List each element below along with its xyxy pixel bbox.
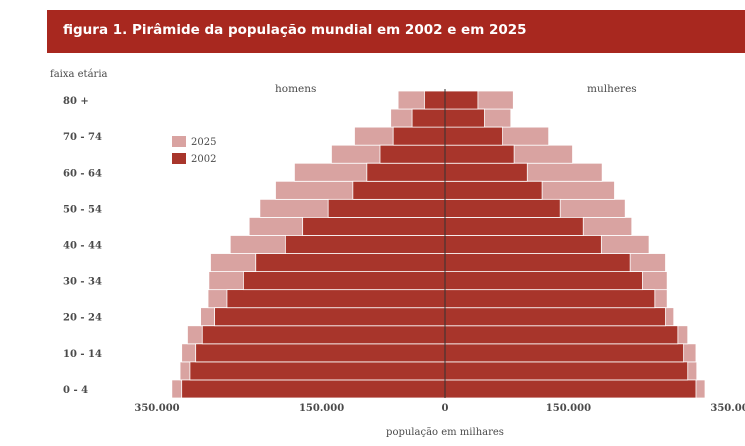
legend-swatch-2002 (172, 153, 186, 164)
bar-women-2002 (444, 271, 643, 291)
x-tick-label: 350.000 (710, 403, 745, 414)
bar-men-2002 (366, 162, 446, 182)
bar-women-2002 (444, 198, 561, 218)
age-tick-label: 40 - 44 (63, 241, 102, 252)
bar-women-2002 (444, 235, 602, 254)
age-tick-label: 10 - 14 (63, 349, 102, 360)
age-tick-label: 30 - 34 (63, 277, 102, 288)
y-axis-title: faixa etária (50, 69, 108, 80)
bar-men-2002 (214, 307, 446, 327)
bar-men-2002 (352, 180, 446, 200)
bar-men-2002 (302, 217, 446, 236)
bar-men-2002 (255, 253, 446, 272)
bar-women-2002 (444, 253, 631, 272)
age-tick-label: 60 - 64 (63, 168, 102, 179)
bar-men-2002 (379, 144, 446, 164)
bar-women-2002 (444, 343, 685, 363)
bar-women-2002 (444, 162, 528, 182)
bar-women-2002 (444, 180, 543, 200)
bar-men-2002 (195, 343, 446, 363)
legend-label-2025: 2025 (191, 137, 216, 148)
bar-men-2002 (284, 235, 446, 254)
legend-swatch-2025 (172, 136, 186, 147)
bar-men-2002 (242, 271, 446, 291)
x-tick-label: 0 (442, 403, 449, 414)
figure-title: figura 1. Pirâmide da população mundial … (63, 22, 527, 38)
age-tick-label: 20 - 24 (63, 313, 102, 324)
bar-women-2002 (444, 307, 666, 327)
population-pyramid-chart: 80 + 70 - 74 60 - 64 50 - 54 40 - 44 30 - 34 2… (50, 69, 745, 438)
x-tick-label: 150.000 (299, 403, 344, 414)
bar-women-2002 (444, 217, 584, 236)
bar-men-2002 (201, 325, 446, 345)
bar-men-2002 (226, 289, 446, 309)
age-tick-label: 80 + (63, 96, 89, 107)
women-label: mulheres (587, 83, 637, 95)
bar-women-2002 (444, 325, 679, 345)
bar-women-2002 (444, 144, 515, 164)
bar-women-2002 (444, 90, 479, 110)
bar-women-2002 (444, 126, 503, 146)
bar-men-2002 (189, 361, 446, 381)
x-tick-label: 150.000 (546, 403, 591, 414)
bar-men-2002 (424, 90, 446, 110)
x-axis-title: população em milhares (386, 427, 504, 438)
figure: figura 1. Pirâmide da população mundial … (47, 10, 745, 446)
x-tick-label: 350.000 (134, 403, 179, 414)
men-label: homens (275, 83, 316, 95)
age-tick-label: 0 - 4 (63, 385, 88, 396)
age-tick-label: 50 - 54 (63, 204, 102, 215)
bar-men-2002 (327, 198, 446, 218)
bar-women-2002 (444, 361, 689, 381)
legend-label-2002: 2002 (191, 154, 216, 165)
bar-men-2002 (392, 126, 446, 146)
bar-women-2002 (444, 379, 697, 399)
figure-header: figura 1. Pirâmide da população mundial … (47, 10, 745, 53)
age-tick-label: 70 - 74 (63, 132, 102, 143)
bar-women-2002 (444, 108, 485, 128)
bar-men-2002 (411, 108, 446, 128)
bar-men-2002 (181, 379, 446, 399)
bar-women-2002 (444, 289, 656, 309)
